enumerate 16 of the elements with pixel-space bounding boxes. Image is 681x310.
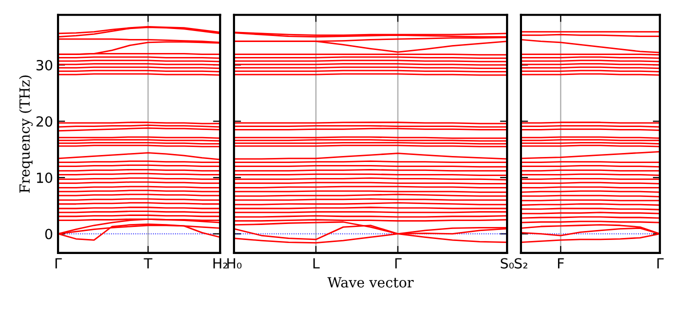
x-tick-label: Γ [56,258,62,268]
x-tick-label: H₂ [213,258,228,268]
y-axis-title: Frequency (THz) [19,75,33,193]
y-tick-label: 20 [36,116,52,127]
x-tick-label: Γ [395,258,402,268]
x-tick-label: T [144,258,152,268]
x-tick-label: S₂ [514,258,528,269]
x-tick-label: H₀ [227,258,242,269]
x-tick-label: Γ [657,258,664,268]
y-tick-label: 10 [37,172,52,184]
x-axis-title: Wave vector [327,277,414,288]
x-tick-label: F [558,258,564,268]
x-tick-label: S₀ [500,258,514,269]
x-tick-label: L [313,258,320,268]
y-tick-label: 30 [36,60,52,70]
y-tick-label: 0 [45,228,52,240]
